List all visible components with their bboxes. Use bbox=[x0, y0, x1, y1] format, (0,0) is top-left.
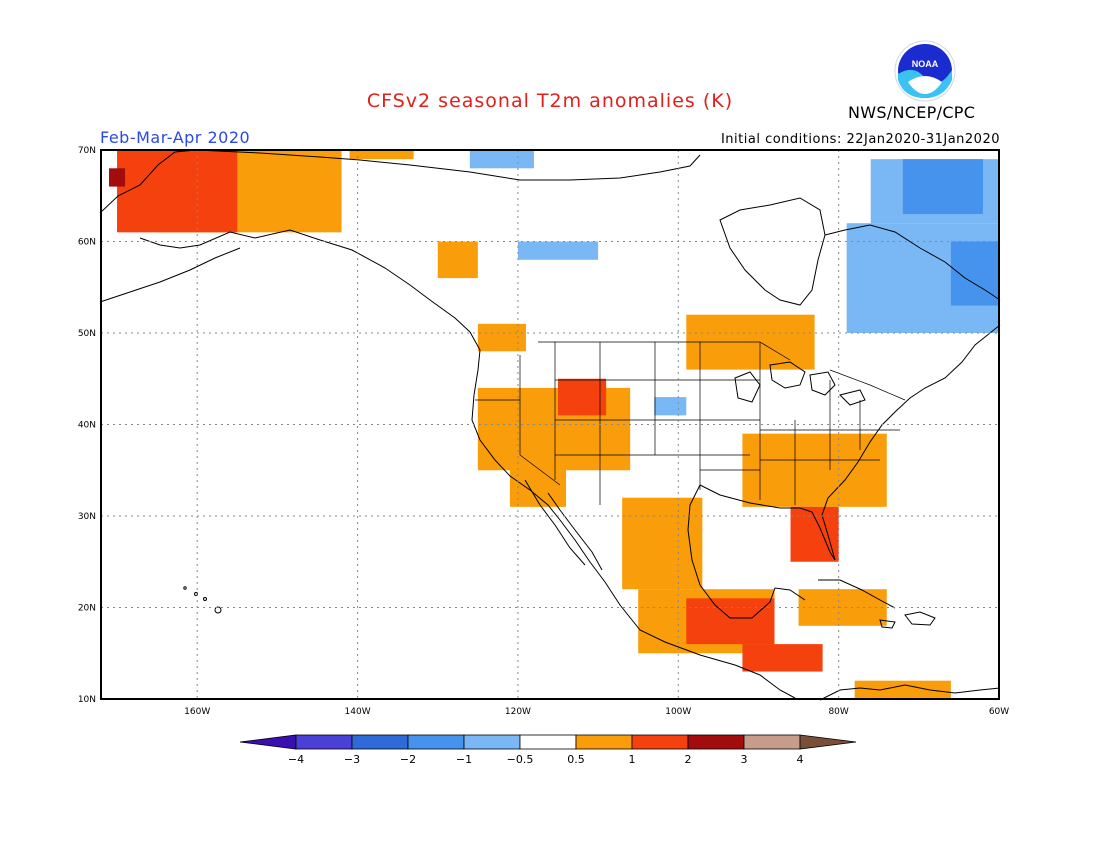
colorbar-swatch bbox=[463, 734, 521, 750]
colorbar-high-arrow bbox=[799, 734, 857, 750]
anomaly-region-warm1 bbox=[477, 323, 526, 352]
colorbar-swatch bbox=[687, 734, 745, 750]
anomaly-region-warm3 bbox=[109, 168, 126, 187]
lat-tick-label: 40N bbox=[78, 421, 96, 431]
colorbar-swatch bbox=[351, 734, 409, 750]
colorbar-swatch bbox=[295, 734, 353, 750]
noaa-logo: NOAA bbox=[894, 40, 956, 102]
svg-text:NOAA: NOAA bbox=[912, 59, 939, 69]
colorbar-swatch bbox=[743, 734, 801, 750]
latitude-labels: 70N 60N 50N 40N 30N 20N 10N bbox=[78, 146, 96, 705]
coastlines bbox=[99, 149, 1001, 701]
anomaly-region-warm1 bbox=[798, 589, 887, 626]
colorbar-label: 2 bbox=[685, 753, 692, 766]
anomaly-region-warm1 bbox=[349, 150, 414, 160]
anomaly-region-cool1 bbox=[654, 397, 687, 416]
colorbar-swatch bbox=[575, 734, 633, 750]
chart-title: CFSv2 seasonal T2m anomalies (K) bbox=[366, 90, 734, 112]
anomaly-region-warm2 bbox=[742, 644, 823, 672]
lat-tick-label: 30N bbox=[78, 512, 96, 522]
colorbar-label: 0.5 bbox=[567, 753, 585, 766]
lat-tick-label: 50N bbox=[78, 329, 96, 339]
lon-tick-label: 140W bbox=[345, 707, 371, 717]
lat-tick-label: 70N bbox=[78, 146, 96, 156]
agency-label: NWS/NCEP/CPC bbox=[848, 103, 976, 122]
anomaly-region-cool2 bbox=[950, 241, 999, 306]
lon-tick-label: 80W bbox=[828, 707, 848, 717]
anomaly-region-warm2 bbox=[558, 378, 607, 416]
colorbar-label: −1 bbox=[456, 753, 472, 766]
anomaly-region-warm2 bbox=[117, 150, 238, 233]
lat-tick-label: 20N bbox=[78, 604, 96, 614]
initial-conditions: Initial conditions: 22Jan2020-31Jan2020 bbox=[720, 132, 1000, 147]
colorbar-label: 3 bbox=[741, 753, 748, 766]
colorbar-swatch bbox=[407, 734, 465, 750]
anomaly-region-cool2 bbox=[902, 159, 983, 215]
lat-tick-label: 10N bbox=[78, 695, 96, 705]
colorbar: −4 −3 −2 −1 −0.5 0.5 1 2 3 4 bbox=[239, 734, 857, 766]
grid-lines bbox=[101, 150, 999, 699]
anomaly-region-cool1 bbox=[469, 150, 534, 169]
anomaly-region-warm1 bbox=[742, 433, 887, 507]
anomaly-region-warm1 bbox=[622, 497, 703, 590]
lon-tick-label: 160W bbox=[184, 707, 210, 717]
colorbar-swatch bbox=[631, 734, 689, 750]
colorbar-label: −4 bbox=[288, 753, 304, 766]
anomaly-region-warm2 bbox=[686, 598, 775, 645]
colorbar-label: 4 bbox=[797, 753, 804, 766]
anomaly-region-warm1 bbox=[437, 241, 478, 279]
forecast-period: Feb-Mar-Apr 2020 bbox=[100, 128, 251, 147]
colorbar-low-arrow bbox=[239, 734, 297, 750]
colorbar-swatch bbox=[519, 734, 577, 750]
colorbar-label: −0.5 bbox=[507, 753, 534, 766]
colorbar-label: 1 bbox=[629, 753, 636, 766]
lon-tick-label: 60W bbox=[989, 707, 1009, 717]
anomaly-regions bbox=[109, 150, 999, 699]
lat-tick-label: 60N bbox=[78, 238, 96, 248]
lon-tick-label: 100W bbox=[665, 707, 691, 717]
longitude-labels: 160W 140W 120W 100W 80W 60W bbox=[184, 707, 1009, 717]
map-frame bbox=[100, 149, 1000, 700]
colorbar-label: −2 bbox=[400, 753, 416, 766]
colorbar-label: −3 bbox=[344, 753, 360, 766]
lon-tick-label: 120W bbox=[505, 707, 531, 717]
anomaly-region-cool1 bbox=[517, 241, 599, 260]
anomaly-region-warm1 bbox=[854, 680, 951, 699]
